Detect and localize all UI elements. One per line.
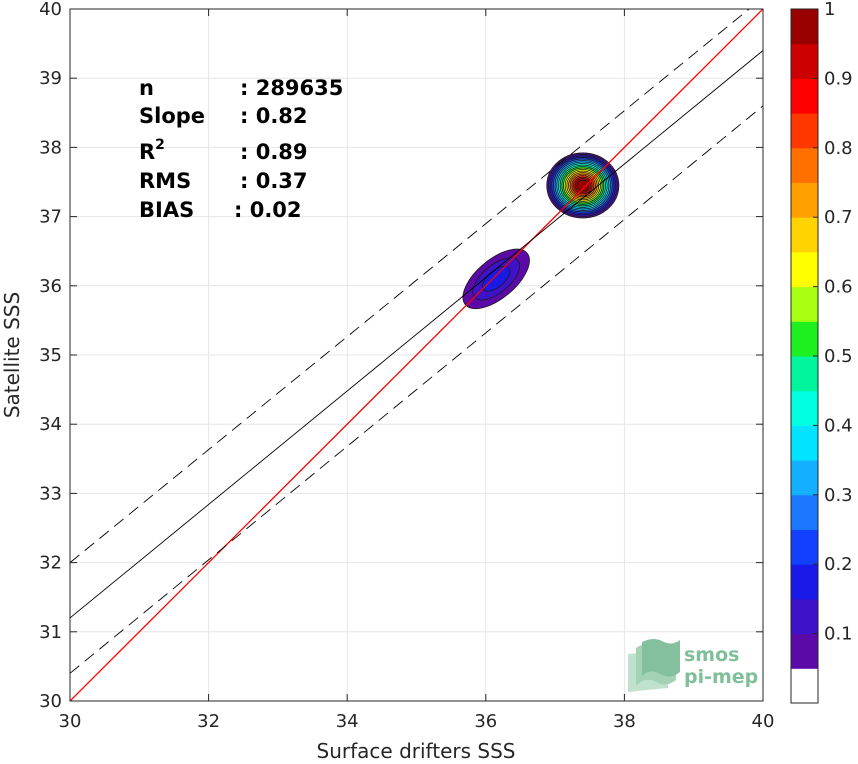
reference-lines bbox=[70, 9, 763, 701]
colorbar bbox=[791, 9, 818, 704]
x-tick-label: 30 bbox=[59, 711, 82, 732]
colorbar-tick-label: 0.1 bbox=[824, 624, 853, 645]
colorbar-swatch bbox=[791, 43, 818, 79]
stat-n-value: : 289635 bbox=[240, 76, 343, 100]
x-tick-label: 36 bbox=[474, 711, 497, 732]
y-tick-label: 37 bbox=[39, 207, 62, 228]
density-contour-level bbox=[576, 179, 590, 192]
colorbar-swatch bbox=[791, 217, 818, 253]
colorbar-tick-label: 0.7 bbox=[824, 207, 853, 228]
colorbar-swatch bbox=[791, 113, 818, 149]
density-cluster bbox=[546, 152, 620, 219]
stat-n-label: n bbox=[139, 76, 154, 100]
colorbar-swatch bbox=[791, 564, 818, 600]
line-upper bbox=[70, 9, 750, 563]
stat-bias-label: BIAS bbox=[139, 198, 194, 222]
colorbar-swatch bbox=[791, 251, 818, 288]
colorbar-tick-label: 0.2 bbox=[824, 554, 853, 575]
x-tick-label: 38 bbox=[613, 711, 636, 732]
x-tick-label: 32 bbox=[197, 711, 220, 732]
y-tick-label: 40 bbox=[39, 0, 62, 20]
stat-slope-value: : 0.82 bbox=[240, 104, 308, 128]
colorbar-tick-label: 0.4 bbox=[824, 415, 853, 436]
colorbar-swatch bbox=[791, 286, 818, 322]
logo-wave-icon bbox=[628, 639, 680, 692]
colorbar-swatch bbox=[791, 598, 818, 635]
y-tick-label: 39 bbox=[39, 68, 62, 89]
y-tick-label: 36 bbox=[39, 276, 62, 297]
x-axis-label: Surface drifters SSS bbox=[317, 739, 516, 763]
line-lower bbox=[70, 105, 763, 674]
x-tick-label: 34 bbox=[336, 711, 359, 732]
density-cluster bbox=[462, 248, 530, 310]
colorbar-ticks: 0.1 0.2 0.3 0.4 0.5 0.6 0.7 0.8 0.9 1 bbox=[813, 0, 853, 645]
colorbar-swatch bbox=[791, 460, 818, 496]
colorbar-swatch bbox=[791, 78, 818, 114]
y-tick-label: 32 bbox=[39, 553, 62, 574]
logo-line2: pi-mep bbox=[684, 666, 758, 688]
colorbar-swatch bbox=[791, 390, 818, 426]
y-axis-ticks: 30 31 32 33 34 35 36 37 38 39 40 bbox=[39, 0, 763, 712]
colorbar-swatch bbox=[791, 9, 818, 45]
x-axis-ticks: 30 32 34 36 38 40 bbox=[59, 9, 775, 732]
y-tick-label: 33 bbox=[39, 483, 62, 504]
line-regression bbox=[70, 50, 763, 619]
stat-r2-label: R2 bbox=[139, 137, 165, 164]
grid bbox=[70, 9, 763, 701]
x-tick-label: 40 bbox=[752, 711, 775, 732]
colorbar-swatch bbox=[791, 529, 818, 565]
y-tick-label: 34 bbox=[39, 414, 62, 435]
colorbar-swatch bbox=[791, 147, 818, 183]
density-contours bbox=[462, 152, 620, 310]
smos-pi-mep-logo: smos pi-mep bbox=[628, 639, 758, 692]
stat-rms-value: : 0.37 bbox=[240, 169, 308, 193]
colorbar-swatch bbox=[791, 425, 818, 461]
colorbar-swatch bbox=[791, 494, 818, 530]
colorbar-swatch bbox=[791, 356, 818, 392]
stats-block: n : 289635 Slope : 0.82 R2 : 0.89 RMS : … bbox=[139, 76, 343, 222]
stat-r2-value: : 0.89 bbox=[240, 140, 308, 164]
stat-r2-sup: 2 bbox=[155, 137, 165, 153]
colorbar-tick-label: 0.3 bbox=[824, 485, 853, 506]
y-tick-label: 35 bbox=[39, 345, 62, 366]
colorbar-swatch bbox=[791, 182, 818, 218]
colorbar-swatch bbox=[791, 321, 818, 357]
y-axis-label: Satellite SSS bbox=[0, 292, 24, 418]
colorbar-tick-label: 0.5 bbox=[824, 346, 853, 367]
stat-rms-label: RMS bbox=[139, 169, 191, 193]
colorbar-tick-label: 0.8 bbox=[824, 138, 853, 159]
colorbar-swatch bbox=[791, 668, 818, 704]
y-tick-label: 30 bbox=[39, 691, 62, 712]
logo-line1: smos bbox=[684, 644, 739, 666]
stat-slope-label: Slope bbox=[139, 104, 205, 128]
colorbar-tick-label: 0.6 bbox=[824, 277, 853, 298]
y-tick-label: 38 bbox=[39, 137, 62, 158]
line-1:1 bbox=[70, 9, 763, 701]
stat-r2-base: R bbox=[139, 140, 155, 164]
stat-bias-value: : 0.02 bbox=[234, 198, 302, 222]
colorbar-swatch bbox=[791, 633, 818, 669]
colorbar-tick-label: 1 bbox=[824, 0, 835, 20]
colorbar-tick-label: 0.9 bbox=[824, 68, 853, 89]
y-tick-label: 31 bbox=[39, 622, 62, 643]
